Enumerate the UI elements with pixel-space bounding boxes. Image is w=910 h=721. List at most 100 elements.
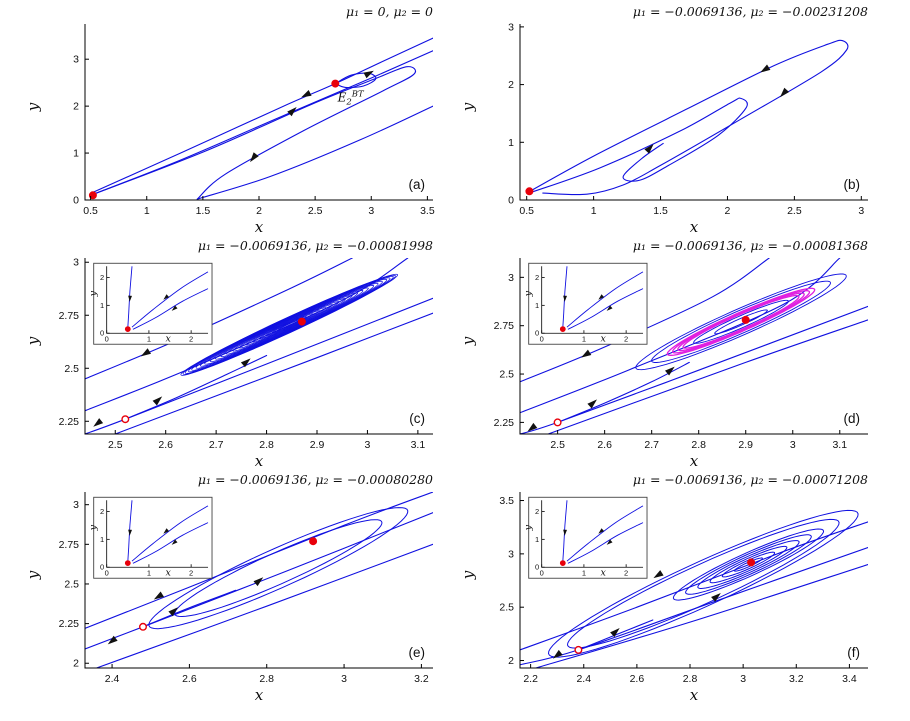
inset-x-axis-label: x: [165, 334, 171, 345]
flow-arrow: [664, 366, 675, 376]
phase-plot-b: 0.5 1 1.5 2 2.5 3 0 1 2 3: [508, 21, 868, 217]
trajectory: [114, 312, 433, 434]
inset-plot: 0 1 2 0 1 2 x y: [88, 262, 213, 345]
equilibrium-point: [747, 558, 756, 567]
x-tick-label: 2.5: [787, 205, 802, 217]
phase-plot-a: E2BT 0.5 1 1.5 2 2.5 3 3.5 0 1 2 3: [73, 24, 435, 217]
inset-x-tick-label: 0: [540, 335, 544, 344]
equilibrium-point: [559, 326, 566, 333]
x-tick-label: 0.5: [83, 205, 98, 217]
flow-arrow: [107, 635, 118, 645]
trajectory-loop: [709, 545, 788, 584]
y-tick-label: 3: [508, 272, 514, 284]
saddle-point: [121, 415, 130, 424]
inset-y-tick-label: 2: [535, 507, 539, 516]
flow-arrow: [153, 591, 165, 600]
flow-arrow: [606, 539, 613, 545]
flow-arrow: [587, 399, 597, 409]
y-tick-label: 3: [73, 54, 79, 66]
trajectory: [142, 589, 237, 628]
flow-arrow: [152, 396, 163, 406]
inset-trajectory: [132, 288, 209, 330]
flow-arrow: [287, 106, 297, 117]
trajectory: [520, 258, 770, 383]
inset-plot: 0 1 2 0 1 2 x y: [88, 496, 213, 579]
trajectory: [334, 72, 377, 89]
trajectory-loop: [721, 551, 776, 578]
inset-y-tick-label: 0: [100, 329, 104, 338]
flow-arrow: [301, 90, 312, 98]
flow-arrow: [610, 628, 620, 638]
inset-y-tick-label: 1: [100, 301, 104, 310]
inset-trajectory: [562, 266, 568, 329]
inset-y-tick-label: 2: [100, 507, 104, 516]
inset-x-tick-label: 1: [582, 569, 586, 578]
trajectory: [124, 354, 268, 420]
equilibrium-point: [124, 560, 131, 567]
trajectory: [557, 361, 690, 423]
y-tick-label: 2.75: [59, 539, 80, 551]
inset-x-tick-label: 0: [105, 569, 109, 578]
y-axis-label: y: [24, 570, 43, 580]
flow-arrow: [168, 607, 178, 617]
x-tick-label: 3: [365, 439, 371, 451]
inset-x-axis-label: x: [600, 334, 606, 345]
trajectory: [196, 105, 433, 200]
flow-arrow: [780, 87, 790, 98]
trajectory-loop: [209, 287, 369, 363]
y-tick-label: 2: [73, 101, 79, 113]
trajectory: [90, 66, 416, 200]
x-tick-label: 2.8: [259, 439, 274, 451]
inset-y-tick-label: 0: [535, 563, 539, 572]
panel-d: 2.5 2.6 2.7 2.8 2.9 3 3.1 2.25 2.5 2.75 3 0 1 2 0 1 2 x y …: [459, 238, 890, 470]
y-axis-label: y: [24, 336, 43, 346]
x-tick-label: 2.8: [691, 439, 706, 451]
trajectory-loop: [547, 509, 859, 658]
trajectory-loop: [215, 290, 364, 360]
phase-plot-f: 2.2 2.4 2.6 2.8 3 3.2 3.4 2 2.5 3 3.5 0 1 2 0 1 2 x y: [499, 492, 868, 685]
x-tick-label: 3: [740, 673, 746, 685]
y-axis-label: y: [459, 102, 478, 112]
y-tick-label: 3: [508, 548, 514, 560]
axes: [519, 258, 868, 435]
equilibrium-point: [741, 315, 750, 324]
x-tick-label: 2.8: [683, 673, 698, 685]
inset-trajectory: [562, 500, 568, 563]
y-tick-label: 3.5: [499, 495, 514, 507]
x-tick-label: 0.5: [519, 205, 534, 217]
x-tick-label: 3.1: [411, 439, 426, 451]
y-tick-label: 3: [73, 257, 79, 269]
equilibrium-point: [331, 79, 340, 88]
x-tick-label: 3: [858, 205, 864, 217]
x-tick-label: 2.7: [644, 439, 659, 451]
y-tick-label: 2: [73, 658, 79, 670]
x-axis-label: x: [689, 218, 699, 236]
x-tick-label: 1.5: [196, 205, 211, 217]
y-tick-label: 0: [508, 195, 514, 207]
x-tick-label: 2.2: [523, 673, 538, 685]
inset-trajectory: [131, 505, 209, 562]
flow-arrow: [253, 577, 264, 587]
flow-arrow: [240, 358, 251, 368]
phase-plot-e: 2.4 2.6 2.8 3 3.2 2 2.25 2.5 2.75 3 0 1 2 0 1 2 x y: [59, 492, 433, 685]
panel-letter: (f): [847, 645, 860, 660]
x-tick-label: 2.4: [105, 673, 120, 685]
trajectory: [90, 37, 433, 194]
flow-arrow: [563, 295, 568, 302]
x-tick-label: 3.2: [414, 673, 429, 685]
flow-arrow: [581, 349, 592, 358]
inset-y-axis-label: y: [523, 524, 534, 531]
panel-title: μ₁ = 0, μ₂ = 0: [346, 4, 433, 19]
trajectory-loop: [245, 304, 333, 346]
trajectory: [85, 297, 433, 434]
x-tick-label: 1.5: [653, 205, 668, 217]
inset-x-axis-label: x: [165, 568, 171, 579]
phase-plot-c: 2.5 2.6 2.7 2.8 2.9 3 3.1 2.25 2.5 2.75 3 0 1 2 0 1 2 x y: [59, 257, 433, 451]
trajectories: [520, 258, 868, 434]
saddle-point: [574, 645, 583, 654]
inset-x-axis-label: x: [600, 568, 606, 579]
trajectory: [547, 319, 868, 434]
panel-c: 2.5 2.6 2.7 2.8 2.9 3 3.1 2.25 2.5 2.75 3 0 1 2 0 1 2 x y …: [24, 238, 455, 470]
x-axis-label: x: [689, 686, 699, 704]
panel-title: μ₁ = −0.0069136, μ₂ = −0.00231208: [632, 4, 868, 19]
